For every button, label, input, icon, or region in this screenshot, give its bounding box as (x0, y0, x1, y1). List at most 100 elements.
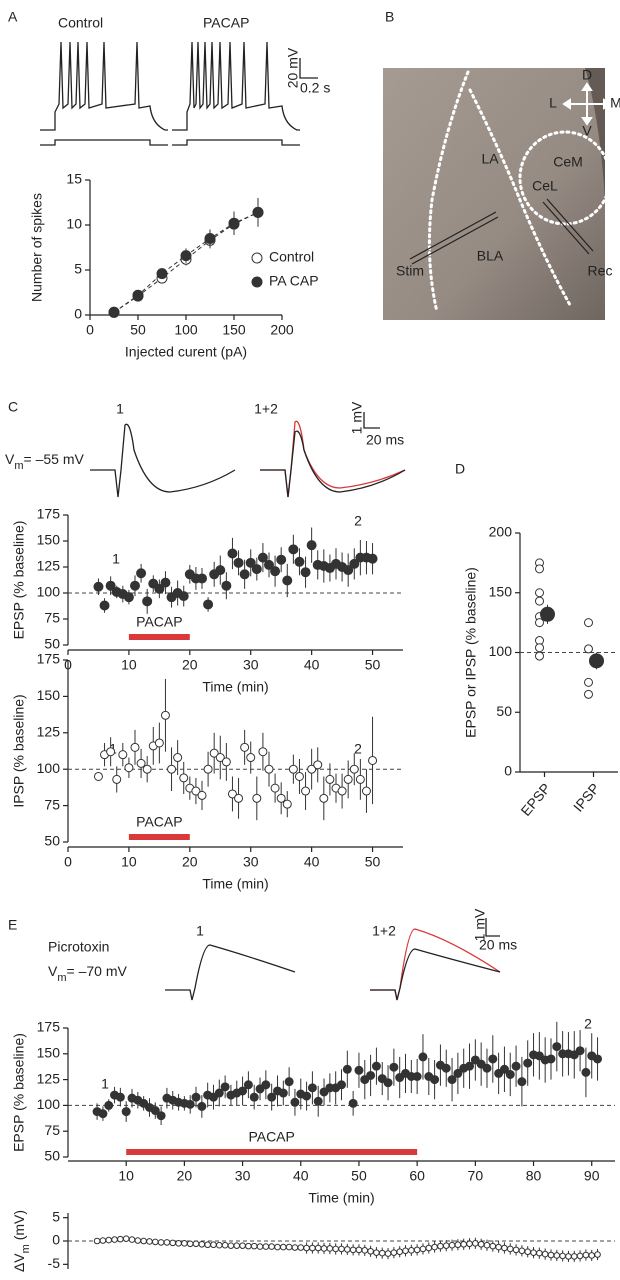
y-tick-label: 125 (37, 724, 61, 740)
data-point (288, 764, 298, 774)
trace-label: 1 (116, 401, 124, 417)
y-tick-label: 100 (37, 760, 61, 776)
region-label: CeL (532, 178, 558, 194)
symbol: V (5, 451, 15, 467)
region-label: Stim (396, 263, 424, 279)
x-axis-label: Time (min) (202, 679, 268, 695)
data-point (191, 786, 201, 796)
data-point (197, 790, 207, 800)
data-point (132, 289, 144, 301)
data-point (337, 1080, 346, 1090)
data-point (262, 1243, 270, 1250)
data-point (582, 1251, 590, 1259)
data-point (104, 1100, 114, 1110)
data-point (118, 750, 128, 760)
compass-label: L (549, 95, 557, 111)
y-axis-label: ΔVm (mV) (11, 1210, 32, 1272)
region-label: LA (481, 151, 499, 167)
data-point (301, 786, 311, 796)
treatment-label: PACAP (136, 814, 182, 830)
y-tick-label: 100 (37, 584, 61, 600)
data-point (117, 1235, 124, 1243)
data-point (251, 564, 262, 575)
data-point (245, 557, 256, 568)
scale-bar (485, 918, 500, 937)
data-point (178, 591, 189, 602)
individual-point (584, 677, 593, 687)
data-point (252, 206, 264, 218)
y-tick-label: 5 (52, 1208, 60, 1224)
data-point (303, 1244, 310, 1252)
data-point (215, 565, 226, 576)
data-point (408, 1247, 415, 1254)
data-point (453, 1068, 463, 1078)
data-point (288, 544, 299, 555)
y-tick-label: 50 (44, 636, 60, 652)
data-point (261, 1080, 271, 1090)
x-tick-label: 0 (86, 322, 94, 338)
data-point (320, 1245, 328, 1252)
data-point (214, 1088, 224, 1098)
data-point (472, 1240, 479, 1247)
compass-label: V (582, 123, 592, 139)
annotation: 2 (354, 741, 362, 757)
data-point (302, 1091, 312, 1101)
data-point (180, 250, 192, 262)
data-point (512, 1246, 520, 1254)
data-point (361, 1247, 369, 1254)
region-label: BLA (477, 248, 504, 264)
individual-point (584, 644, 593, 654)
compass-label: D (582, 67, 592, 83)
y-tick-label: 200 (489, 524, 513, 540)
boundaries (427, 70, 612, 314)
y-tick-label: 50 (44, 1148, 60, 1164)
region-label: Rec (588, 263, 613, 279)
annotation: 2 (584, 1016, 592, 1032)
data-point (342, 1064, 352, 1074)
x-tick-label: 10 (121, 657, 137, 673)
electrodes (409, 198, 594, 265)
data-point (307, 1083, 317, 1093)
individual-point (535, 588, 544, 598)
data-point (368, 755, 378, 765)
data-point (204, 1241, 211, 1249)
y-tick-label: 100 (489, 643, 513, 659)
slice-image (383, 68, 605, 320)
x-tick-label: IPSP (570, 780, 603, 815)
data-point (536, 1249, 543, 1257)
y-tick-label: 75 (44, 1122, 60, 1138)
y-axis-label: EPSP or IPSP (% baseline) (463, 567, 479, 738)
data-point (173, 753, 183, 763)
data-point (209, 748, 219, 758)
treatment-bar (128, 834, 190, 840)
annotation: 1 (112, 551, 120, 567)
trace (90, 423, 236, 498)
y-axis-label: EPSP (% baseline) (11, 521, 27, 640)
data-point (136, 568, 147, 579)
trace (260, 420, 406, 498)
step-trace (40, 139, 168, 146)
data-point (482, 1063, 492, 1073)
data-point (412, 1072, 422, 1082)
y-tick-label: 50 (496, 703, 512, 719)
annotation: 2 (354, 513, 362, 529)
slice-shadow (585, 68, 605, 200)
data-point (430, 1075, 440, 1085)
y-tick-label: -5 (48, 1255, 61, 1271)
data-point (93, 771, 103, 781)
data-point (530, 1249, 537, 1256)
data-point (274, 1243, 281, 1251)
data-point (552, 1042, 562, 1052)
data-point (270, 783, 280, 793)
data-point (285, 1243, 293, 1251)
x-tick-label: 50 (365, 657, 381, 673)
data-point (204, 233, 216, 244)
data-point (276, 793, 286, 803)
data-point (227, 1242, 235, 1249)
compass (562, 82, 612, 126)
treatment-label: PACAP (248, 1129, 294, 1145)
data-point (565, 1253, 572, 1260)
x-tick-label: 200 (270, 322, 294, 338)
data-point (250, 1242, 258, 1250)
data-point (501, 1244, 508, 1252)
